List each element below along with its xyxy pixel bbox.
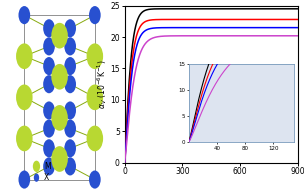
Y-axis label: $\alpha_V\ (10^{-6}{\rm K}^{-1})$: $\alpha_V\ (10^{-6}{\rm K}^{-1})$ [95, 59, 109, 109]
Circle shape [19, 6, 30, 24]
Circle shape [33, 161, 40, 172]
Circle shape [87, 125, 103, 151]
Circle shape [43, 101, 55, 120]
Circle shape [43, 75, 55, 93]
Circle shape [51, 105, 68, 131]
Circle shape [64, 75, 76, 93]
Circle shape [43, 157, 55, 175]
Circle shape [64, 157, 76, 175]
Circle shape [64, 119, 76, 138]
Circle shape [43, 37, 55, 55]
Circle shape [43, 19, 55, 37]
Circle shape [64, 19, 76, 37]
Circle shape [87, 43, 103, 69]
Circle shape [64, 57, 76, 75]
Circle shape [43, 119, 55, 138]
Text: X: X [44, 173, 49, 182]
Circle shape [89, 6, 101, 24]
Circle shape [34, 174, 39, 182]
Circle shape [16, 125, 33, 151]
Circle shape [43, 57, 55, 75]
Circle shape [43, 139, 55, 157]
Circle shape [87, 84, 103, 110]
Circle shape [16, 43, 33, 69]
Circle shape [51, 23, 68, 49]
Circle shape [64, 139, 76, 157]
Circle shape [16, 84, 33, 110]
Circle shape [89, 170, 101, 189]
Circle shape [64, 101, 76, 120]
Text: M: M [44, 162, 50, 171]
Circle shape [64, 37, 76, 55]
Circle shape [19, 170, 30, 189]
Circle shape [51, 64, 68, 90]
Circle shape [51, 146, 68, 172]
